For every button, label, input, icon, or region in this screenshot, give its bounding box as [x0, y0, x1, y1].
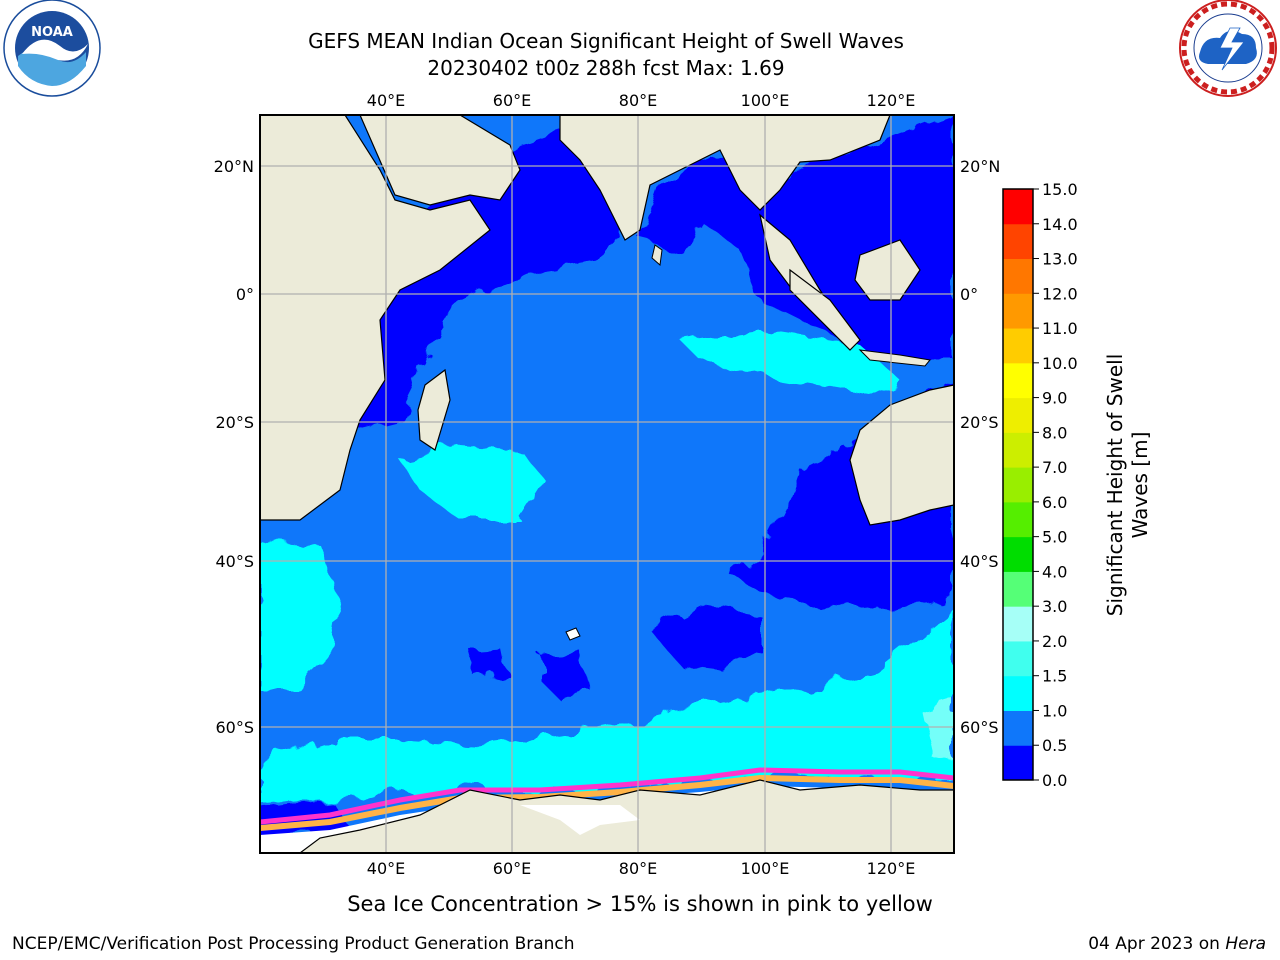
colorbar-label: Significant Height of Swell Waves [m] [1103, 354, 1152, 616]
noaa-logo: NOAA [3, 0, 101, 97]
colorbar-cell [1003, 467, 1033, 503]
colorbar-label-line2: Waves [m] [1128, 432, 1152, 539]
africa [260, 115, 491, 521]
higher-swell-patch [920, 700, 954, 760]
left-lat-label: 20°S [215, 413, 254, 432]
colorbar-tick-label: 15.0 [1042, 180, 1078, 199]
colorbar-tick-label: 11.0 [1042, 319, 1078, 338]
colorbar-tick-label: 6.0 [1042, 493, 1067, 512]
ice-shelf [520, 805, 640, 835]
bottom-lon-label: 100°E [741, 859, 790, 878]
borneo [854, 239, 921, 301]
map-panel: 40°E 60°E 80°E 100°E 120°E 40°E 60°E 80°… [214, 91, 1001, 878]
colorbar-tick-label: 2.0 [1042, 632, 1067, 651]
colorbar-cell [1003, 675, 1033, 711]
footer-date-text: 04 Apr 2023 on [1088, 934, 1225, 954]
map-grid [260, 115, 954, 853]
colorbar-tick-label: 4.0 [1042, 562, 1067, 581]
footer-host: Hera [1225, 934, 1266, 954]
kerguelen-island [565, 627, 581, 641]
top-lon-label: 40°E [367, 91, 405, 110]
right-lat-label: 60°S [960, 718, 999, 737]
map-frame [259, 114, 955, 854]
colorbar-tick-label: 14.0 [1042, 215, 1078, 234]
colorbar-cell [1003, 397, 1033, 433]
colorbar-cell [1003, 536, 1033, 572]
colorbar-cell [1003, 362, 1033, 399]
colorbar-cell [1003, 501, 1033, 538]
arabia [359, 115, 521, 206]
colorbar-tick-label: 5.0 [1042, 528, 1067, 547]
top-lon-labels: 40°E 60°E 80°E 100°E 120°E [367, 91, 916, 110]
right-lat-labels: 20°N 0° 20°S 40°S 60°S [960, 157, 1000, 737]
colorbar-cell [1003, 328, 1033, 364]
left-lat-label: 0° [236, 285, 254, 304]
colorbar-tick-label: 0.0 [1042, 771, 1067, 790]
footer-date: 04 Apr 2023 on Hera [1088, 934, 1266, 954]
colorbar-tick-label: 8.0 [1042, 423, 1067, 442]
left-lat-label: 20°N [214, 157, 254, 176]
colorbar-label-line1: Significant Height of Swell [1103, 354, 1127, 616]
sri-lanka [651, 244, 663, 266]
colorbar-tick-label: 13.0 [1042, 250, 1078, 269]
top-lon-label: 80°E [619, 91, 657, 110]
colorbar-tick-label: 3.0 [1042, 597, 1067, 616]
left-lat-label: 60°S [215, 718, 254, 737]
bottom-lon-label: 60°E [493, 859, 531, 878]
colorbar-tick-label: 7.0 [1042, 458, 1067, 477]
bottom-lon-label: 120°E [867, 859, 916, 878]
bottom-lon-label: 80°E [619, 859, 657, 878]
moderate-swell-regions [260, 330, 954, 805]
right-lat-label: 20°S [960, 413, 999, 432]
colorbar: 0.0 0.5 1.0 1.5 2.0 3.0 4.0 5.0 6.0 7.0 8.0 9.0 10.0… [1002, 180, 1152, 790]
colorbar-cell [1003, 640, 1033, 677]
top-lon-label: 120°E [867, 91, 916, 110]
sea-ice-note: Sea Ice Concentration > 15% is shown in … [347, 892, 933, 916]
left-lat-labels: 20°N 0° 20°S 40°S 60°S [214, 157, 254, 737]
colorbar-cell [1003, 710, 1033, 746]
top-lon-label: 100°E [741, 91, 790, 110]
map-subtitle: 20230402 t00z 288h fcst Max: 1.69 [427, 56, 784, 80]
colorbar-cell [1003, 432, 1033, 468]
bottom-lon-label: 40°E [367, 859, 405, 878]
colorbar-frame [1002, 188, 1034, 781]
right-lat-label: 20°N [960, 157, 1000, 176]
right-lat-label: 0° [960, 285, 978, 304]
top-lon-label: 60°E [493, 91, 531, 110]
colorbar-cell [1003, 745, 1033, 781]
footer-credit: NCEP/EMC/Verification Post Processing Pr… [12, 934, 575, 954]
bottom-lon-labels: 40°E 60°E 80°E 100°E 120°E [367, 859, 916, 878]
colorbar-cells [1003, 189, 1033, 781]
madagascar [417, 368, 451, 451]
left-lat-label: 40°S [215, 552, 254, 571]
java [858, 349, 931, 367]
noaa-logo-text: NOAA [31, 25, 73, 40]
colorbar-tick-label: 1.0 [1042, 701, 1067, 720]
nws-logo [1179, 0, 1277, 97]
colorbar-tick-label: 0.5 [1042, 736, 1067, 755]
south-asia [559, 115, 891, 241]
colorbar-tick-label: 10.0 [1042, 354, 1078, 373]
colorbar-tick-label: 12.0 [1042, 284, 1078, 303]
colorbar-cell [1003, 223, 1033, 260]
right-lat-label: 40°S [960, 552, 999, 571]
colorbar-cell [1003, 293, 1033, 329]
colorbar-cell [1003, 258, 1033, 294]
sumatra [789, 268, 861, 351]
colorbar-cell [1003, 606, 1033, 642]
colorbar-tick-label: 9.0 [1042, 389, 1067, 408]
colorbar-cell [1003, 571, 1033, 607]
colorbar-tick-label: 1.5 [1042, 667, 1067, 686]
colorbar-ticks: 0.0 0.5 1.0 1.5 2.0 3.0 4.0 5.0 6.0 7.0 8.0 9.0 10.0… [1033, 180, 1078, 790]
map-title: GEFS MEAN Indian Ocean Significant Heigh… [308, 29, 904, 53]
australia [849, 384, 954, 526]
colorbar-cell [1003, 189, 1033, 225]
